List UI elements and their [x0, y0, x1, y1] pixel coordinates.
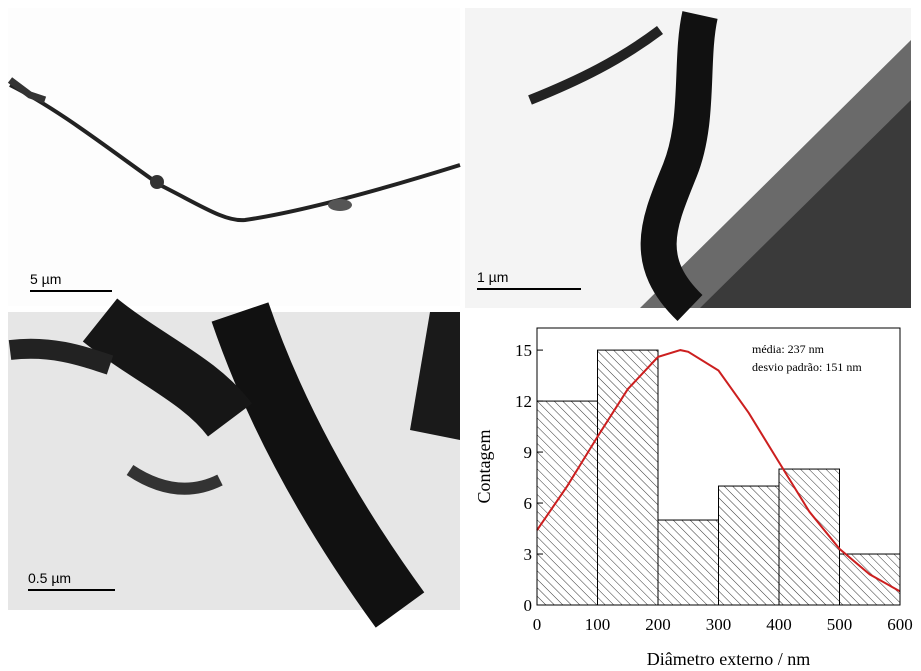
- y-tick-label: 6: [524, 494, 533, 513]
- x-tick-label: 600: [887, 615, 913, 634]
- x-tick-label: 500: [827, 615, 853, 634]
- fit-curve: [536, 349, 901, 593]
- scale-bar-label: 0.5 µm: [28, 570, 71, 586]
- bar: [536, 400, 598, 606]
- x-tick-label: 0: [533, 615, 542, 634]
- y-tick-label: 9: [524, 443, 533, 462]
- y-tick-label: 12: [515, 392, 532, 411]
- x-tick-label: 400: [766, 615, 792, 634]
- scale-bar-label: 5 µm: [30, 271, 61, 287]
- y-tick-label: 15: [515, 341, 532, 360]
- y-tick-label: 3: [524, 545, 533, 564]
- y-axis-label: Contagem: [474, 430, 494, 504]
- scale-bar-label: 1 µm: [477, 269, 508, 285]
- x-tick-label: 300: [706, 615, 732, 634]
- x-tick-label: 200: [645, 615, 671, 634]
- x-axis-label: Diâmetro externo / nm: [647, 649, 810, 669]
- bar: [657, 519, 719, 606]
- tem-image-b: 1 µm: [465, 8, 911, 321]
- bar: [718, 485, 780, 606]
- y-tick-label: 0: [524, 596, 533, 615]
- tem-image-a: 5 µm: [7, 8, 461, 306]
- bar: [839, 553, 901, 606]
- annotation: média: 237 nm: [752, 342, 825, 356]
- tem-image-c: 0.5 µm: [8, 298, 460, 628]
- histogram-chart: 0 3 6 9 12 15 0 100 200 300 400 500 600 Diâmetro exte…: [474, 327, 913, 669]
- bar: [597, 349, 659, 606]
- annotation: desvio padrão: 151 nm: [752, 360, 862, 374]
- x-tick-label: 100: [585, 615, 611, 634]
